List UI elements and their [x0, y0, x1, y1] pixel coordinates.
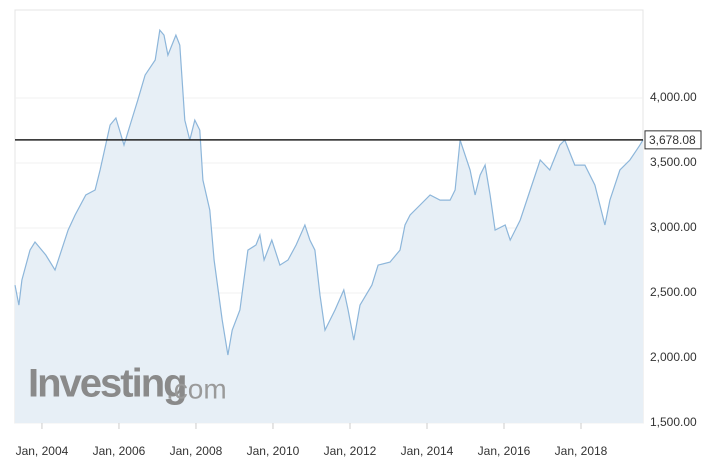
logo-brand: Investing [28, 362, 186, 406]
x-tick-label: Jan, 2008 [170, 444, 223, 458]
logo-suffix: .com [166, 373, 227, 404]
y-tick-label: 3,500.00 [650, 155, 697, 169]
y-tick-label: 4,000.00 [650, 90, 697, 104]
x-tick-label: Jan, 2010 [247, 444, 300, 458]
y-tick-label: 2,000.00 [650, 350, 697, 364]
x-tick-label: Jan, 2018 [555, 444, 608, 458]
current-value-label: 3,678.08 [649, 133, 696, 147]
area-fill [15, 30, 643, 423]
x-tick-label: Jan, 2014 [401, 444, 454, 458]
y-tick-label: 3,000.00 [650, 220, 697, 234]
x-tick-label: Jan, 2004 [16, 444, 69, 458]
area-line [14, 28, 644, 356]
x-tick-label: Jan, 2006 [93, 444, 146, 458]
x-tick-label: Jan, 2012 [324, 444, 377, 458]
plot: 1,500.00 2,000.00 2,500.00 3,000.00 3,500.00… [14, 28, 702, 458]
current-value-box [644, 130, 702, 150]
x-tick-label: Jan, 2016 [478, 444, 531, 458]
y-tick-label: 1,500.00 [650, 415, 697, 429]
y-tick-label: 2,500.00 [650, 285, 697, 299]
